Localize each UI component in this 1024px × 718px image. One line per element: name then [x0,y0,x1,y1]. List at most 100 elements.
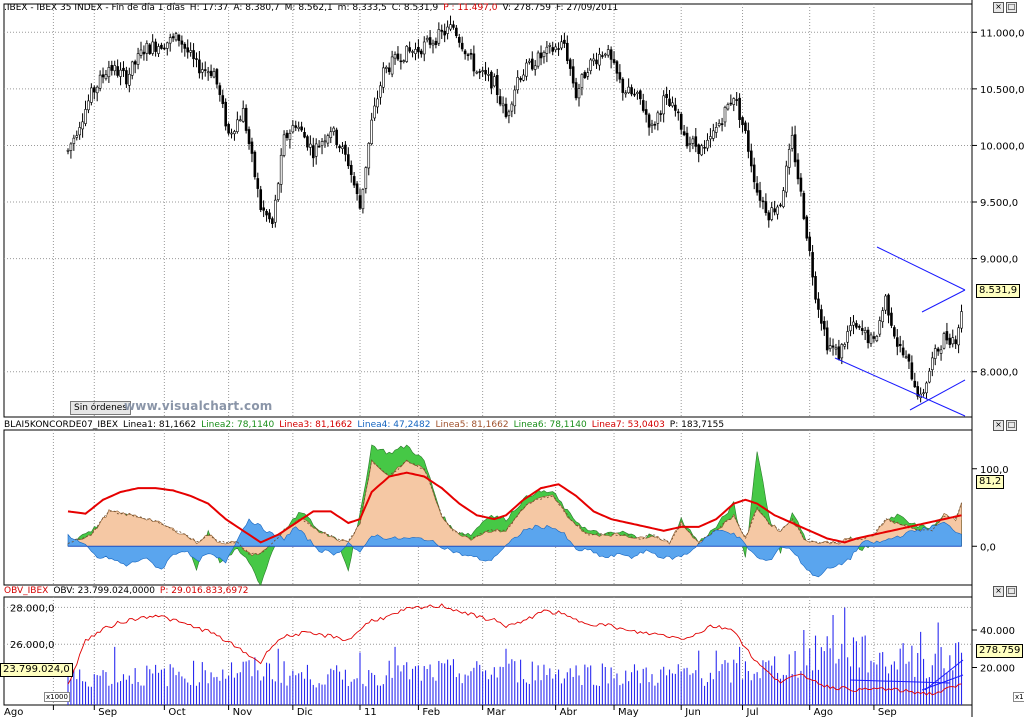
price-bar-body [507,111,511,116]
price-bar-body [472,53,476,72]
price-bar-body [69,143,73,151]
price-bar-body [887,294,890,316]
price-bar-body [87,100,90,111]
price-bar-body [276,183,280,200]
price-bar-body [694,136,698,147]
price-bar-body [335,129,338,145]
price-bar-body [852,321,855,326]
price-bar-body [723,107,727,123]
price-bar-body [820,309,823,324]
price-bar-body [230,132,233,135]
x-tick-label-2: Oct [168,707,186,718]
price-bar-body [674,104,677,111]
price-bar-body [434,40,438,46]
price-bar-body [177,34,181,41]
price-bar-body [107,67,111,78]
obv-header-item-0: OBV_IBEX [4,586,49,596]
price-bar-body [209,70,213,76]
price-bar-body [621,78,625,93]
price-bar-body [303,132,306,138]
price-bar-body [247,129,251,144]
price-header-item-0: .IBEX - IBEX 35 INDEX - Fin de día 1 día… [4,3,185,13]
price-bar-body [913,380,917,388]
sin-ordenes-button[interactable]: Sin órdenes [70,401,132,415]
price-bar-body [183,43,187,49]
obv-panel-maximize-button[interactable]: □ [1006,586,1017,597]
price-bar-body [741,117,744,126]
price-bar-body [881,310,884,323]
price-bar-body [259,189,263,210]
price-bar-body [192,50,195,60]
price-bar-body [916,386,920,397]
price-bar-body [922,392,925,395]
price-header-item-1: H: 17:37 [189,3,229,13]
price-bar-body [688,143,692,145]
osc-header-item-4: Linea4: 47,2482 [357,420,431,430]
price-bar-body [846,331,849,343]
price-bar-body [957,327,960,346]
price-bar-body [571,66,575,84]
price-y-tick-label: 9.000,0 [980,255,1018,266]
price-bar-body [554,46,557,51]
price-bar-body [954,339,957,345]
osc-y-tick-label: 0,0 [980,542,996,553]
price-bar-body [761,200,765,203]
price-bar-body [317,145,321,148]
price-bar-body [939,349,943,354]
price-bar-body [849,325,852,332]
osc-panel-close-button[interactable]: × [993,420,1004,431]
price-bar-body [869,334,873,344]
price-bar-body [145,42,149,54]
price-bar-body [95,86,99,94]
osc-header-item-3: Linea3: 81,1662 [279,420,353,430]
price-panel-maximize-button[interactable]: □ [1006,2,1017,13]
price-bar-body [752,164,756,183]
price-bar-body [379,85,382,98]
price-panel-close-button[interactable]: × [993,2,1004,13]
price-bar-body [422,41,426,55]
price-bar-body [341,146,344,149]
price-bar-body [487,74,490,76]
price-bar-body [726,104,730,110]
osc-panel-maximize-button[interactable]: □ [1006,420,1017,431]
price-bar-body [866,329,870,344]
osc-header-item-2: Linea2: 78,1140 [201,420,275,430]
price-bar-body [858,326,861,328]
price-bar-body [466,54,470,56]
price-bar-body [580,74,584,88]
price-bar-body [241,108,245,122]
price-bar-body [282,134,286,156]
price-bar-body [163,47,166,50]
obv-trendline [921,674,964,691]
price-bar-body [399,60,403,63]
price-bar-body [855,323,858,328]
price-bar-body [493,76,496,87]
price-bar-body [323,140,327,143]
price-bar-body [66,149,70,152]
price-bar-body [414,49,417,54]
price-bar-body [113,65,117,72]
price-header-item-8: F: 27/09/2011 [556,3,619,13]
obv-panel-close-button[interactable]: × [993,586,1004,597]
price-bar-body [618,72,622,80]
price-bar-body [589,59,592,71]
price-bar-body [475,71,479,74]
price-bar-body [352,176,356,186]
price-bar-body [221,95,225,104]
price-bar-body [171,36,175,39]
x-tick-label-10: Jun [685,707,701,718]
price-bar-body [650,123,654,126]
price-bar-body [265,211,268,216]
price-bar-body [206,71,210,74]
osc-header-item-7: Linea7: 53,0403 [591,420,665,430]
price-bar-body [519,77,522,81]
price-bar-body [393,54,397,59]
price-bar-body [878,320,882,335]
price-bar-body [802,192,806,219]
price-bar-body [151,41,154,54]
price-bar-body [542,52,546,57]
price-y-tick-label: 10.500,0 [980,85,1024,96]
price-bar-body [90,87,93,103]
price-bar-body [641,100,645,111]
